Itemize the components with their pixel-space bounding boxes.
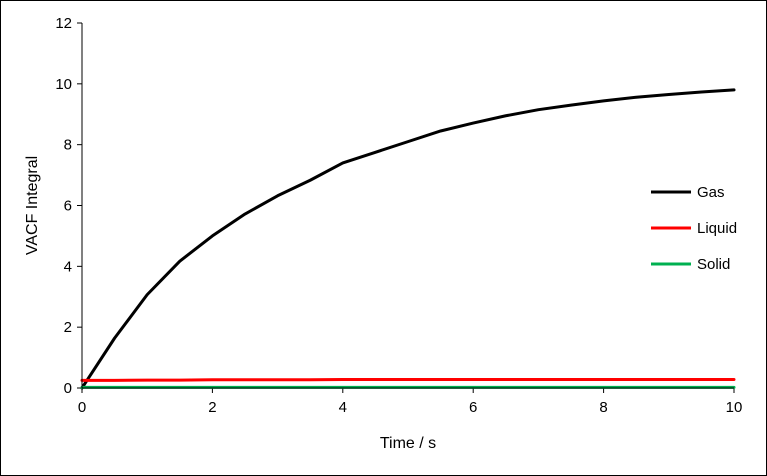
x-tick-label: 4 (339, 399, 347, 416)
y-tick-label: 4 (64, 258, 72, 275)
y-tick-label: 10 (55, 76, 72, 93)
y-tick-label: 0 (64, 380, 72, 397)
y-axis-title: VACF Integral (24, 156, 41, 255)
y-tick-label: 8 (64, 137, 72, 154)
y-tick-label: 12 (55, 15, 72, 32)
x-tick-label: 2 (208, 399, 216, 416)
legend: Gas Liquid Solid (651, 184, 737, 273)
series-line-liquid (80, 377, 736, 382)
x-tick-label: 10 (726, 399, 743, 416)
x-tick-label: 6 (469, 399, 477, 416)
legend-label-gas: Gas (697, 184, 725, 201)
y-tick-label: 6 (64, 198, 72, 215)
series-lines (80, 88, 736, 390)
series-line-gas (80, 88, 736, 390)
legend-label-liquid: Liquid (697, 220, 737, 237)
x-axis-title: Time / s (380, 435, 436, 452)
x-axis-ticks: 0 2 4 6 8 10 (78, 388, 743, 416)
y-axis-ticks: 0 2 4 6 8 10 12 (55, 15, 82, 397)
x-tick-label: 0 (78, 399, 86, 416)
y-tick-label: 2 (64, 319, 72, 336)
legend-label-solid: Solid (697, 256, 730, 273)
x-tick-label: 8 (599, 399, 607, 416)
